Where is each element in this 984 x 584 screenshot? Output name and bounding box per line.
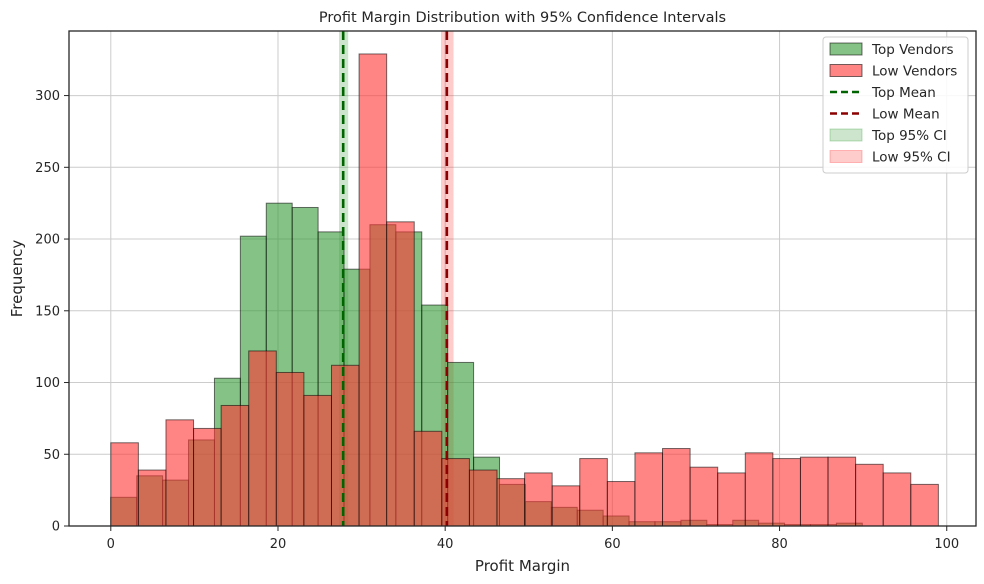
legend: Top Vendors Low Vendors Top Mean Low Mean To… — [822, 36, 969, 174]
y-tick-label: 0 — [52, 520, 60, 535]
y-tick-label: 200 — [35, 233, 60, 248]
histogram-bar — [551, 485, 581, 527]
histogram-bar — [358, 53, 388, 527]
legend-item: Low Vendors — [829, 64, 957, 80]
legend-item: Low Mean — [830, 107, 940, 123]
y-tick-label: 100 — [35, 376, 60, 391]
histogram-bar — [193, 427, 222, 527]
histogram-bar — [303, 394, 332, 527]
histogram-bar — [220, 404, 250, 527]
histogram-bar — [662, 448, 691, 527]
mean-lines — [341, 31, 449, 526]
histogram-bar — [524, 472, 553, 527]
histogram-bars — [110, 53, 939, 527]
histogram-bar — [717, 472, 746, 527]
x-tick-label: 0 — [107, 537, 115, 552]
histogram-bar — [799, 456, 829, 527]
legend-label: Top 95% CI — [871, 128, 947, 144]
axis-ticks: 0 20 40 60 80 100 0 50 100 150 200 250 300 — [35, 89, 959, 552]
histogram-bar — [330, 364, 360, 527]
legend-item: Top Mean — [830, 85, 936, 101]
histogram-bar — [468, 469, 498, 527]
histogram-bar — [882, 472, 912, 527]
series-low-vendors — [110, 53, 939, 527]
y-axis-label: Frequency — [8, 240, 26, 318]
x-tick-label: 40 — [437, 537, 454, 552]
legend-label: Top Vendors — [871, 42, 954, 58]
histogram-bar — [275, 371, 305, 527]
legend-label: Top Mean — [871, 85, 936, 101]
x-tick-label: 60 — [604, 537, 621, 552]
legend-label: Low Vendors — [872, 64, 957, 80]
histogram-bar — [110, 442, 139, 527]
legend-swatch — [829, 64, 863, 77]
histogram-bar — [496, 478, 526, 527]
histogram-bar — [910, 483, 939, 527]
x-axis-label: Profit Margin — [475, 557, 570, 575]
histogram-bar — [606, 481, 636, 527]
legend-label: Low Mean — [872, 107, 940, 123]
histogram-bar — [137, 469, 167, 527]
legend-label: Low 95% CI — [872, 150, 951, 166]
histogram-bar — [386, 221, 415, 527]
y-tick-label: 50 — [43, 448, 60, 463]
legend-item: Top Vendors — [829, 42, 954, 58]
x-tick-label: 80 — [771, 537, 788, 552]
legend-swatch — [829, 42, 863, 56]
histogram-bar — [248, 350, 277, 527]
plot-frame — [68, 30, 977, 527]
y-tick-label: 300 — [35, 89, 60, 104]
y-tick-label: 150 — [35, 304, 60, 319]
histogram-bar — [772, 458, 801, 527]
histogram-bar — [165, 419, 195, 527]
histogram-bar — [744, 452, 774, 527]
histogram-bar — [634, 452, 664, 527]
legend-swatch — [829, 128, 863, 142]
chart-title: Profit Margin Distribution with 95% Conf… — [319, 10, 726, 26]
histogram-bar — [579, 458, 608, 527]
legend-swatch — [829, 150, 863, 163]
histogram-bar — [689, 466, 719, 527]
legend-item: Low 95% CI — [829, 150, 951, 166]
x-tick-label: 100 — [934, 537, 959, 552]
y-tick-label: 250 — [35, 161, 60, 176]
histogram-bar — [827, 456, 857, 527]
histogram-bar — [855, 463, 884, 527]
histogram-bar — [413, 430, 443, 527]
legend-item: Top 95% CI — [829, 128, 947, 144]
x-tick-label: 20 — [270, 537, 287, 552]
